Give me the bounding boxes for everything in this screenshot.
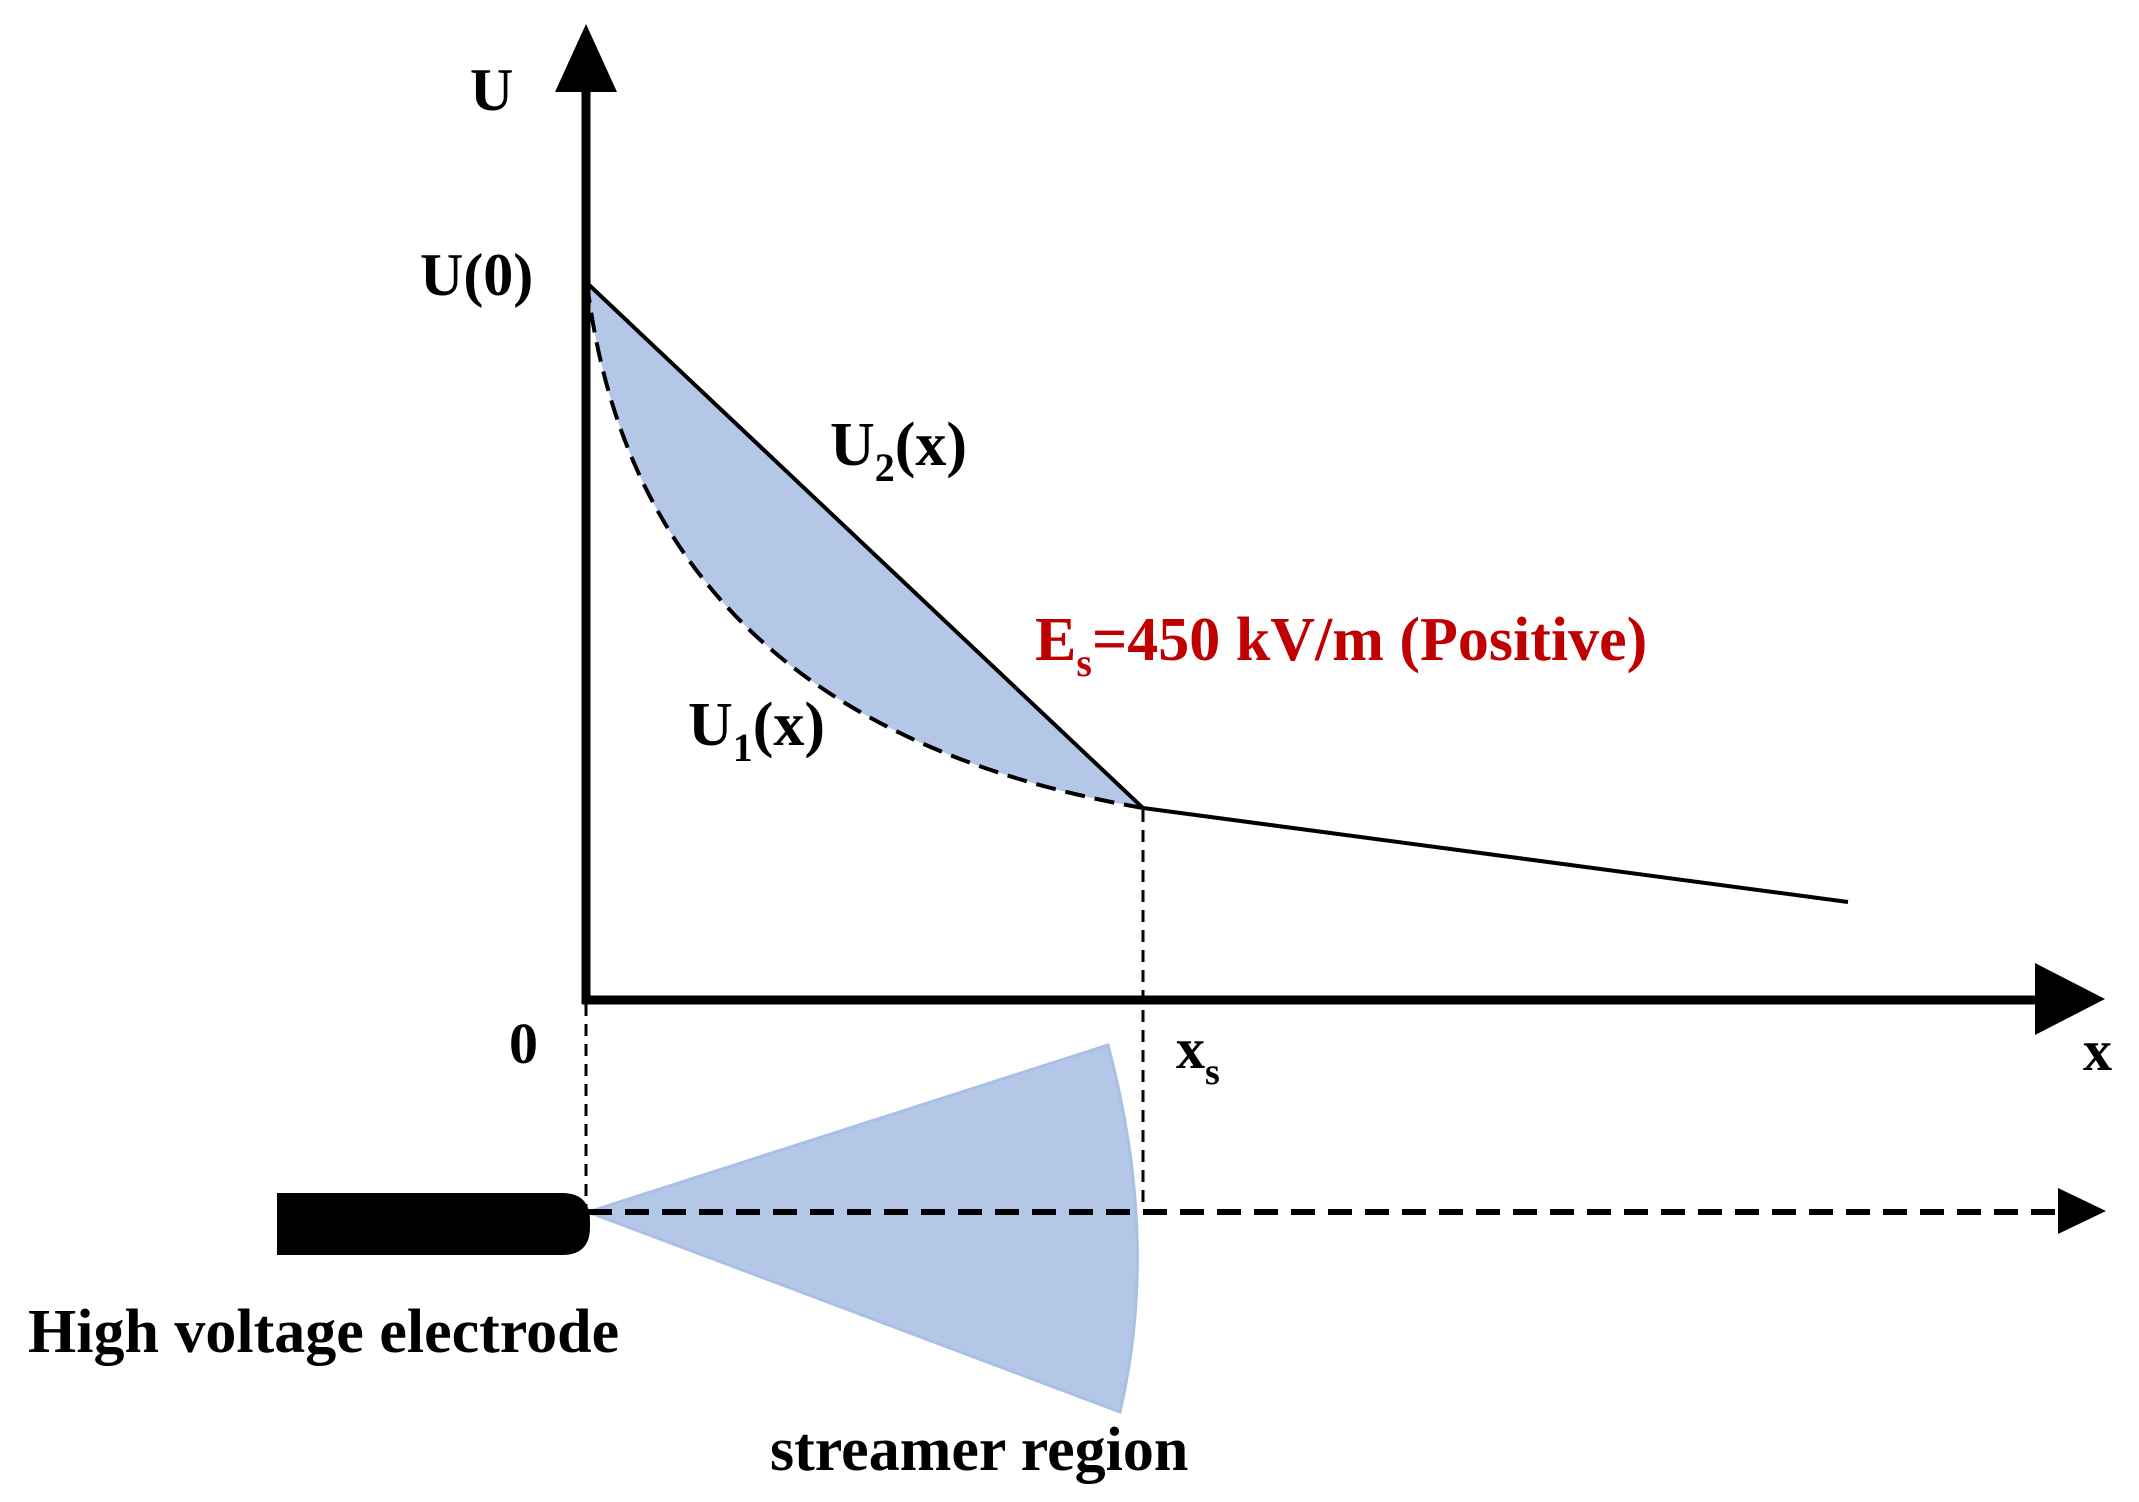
streamer-region-shape bbox=[583, 1043, 1139, 1415]
u2-label: U2(x) bbox=[830, 411, 967, 490]
propagation-arrowhead bbox=[2058, 1188, 2106, 1234]
electrode-label: High voltage electrode bbox=[28, 1298, 619, 1366]
x-axis-arrowhead bbox=[2035, 963, 2105, 1035]
field-line-beyond-xs bbox=[1142, 806, 1849, 904]
u1-label: U1(x) bbox=[688, 691, 825, 770]
streamer-field-annotation: Es=450 kV/m (Positive) bbox=[1035, 606, 1647, 685]
origin-label: 0 bbox=[509, 1011, 538, 1076]
xs-label: xs bbox=[1176, 1016, 1220, 1093]
u2-curve bbox=[585, 281, 1145, 810]
streamer-region-label: streamer region bbox=[770, 1416, 1188, 1484]
high-voltage-electrode bbox=[277, 1193, 590, 1255]
y-axis-label: U bbox=[470, 57, 513, 123]
u0-label: U(0) bbox=[420, 242, 533, 308]
x-axis-label: x bbox=[2083, 1018, 2112, 1083]
u1-curve bbox=[585, 282, 1144, 810]
y-axis-arrowhead bbox=[555, 24, 617, 92]
